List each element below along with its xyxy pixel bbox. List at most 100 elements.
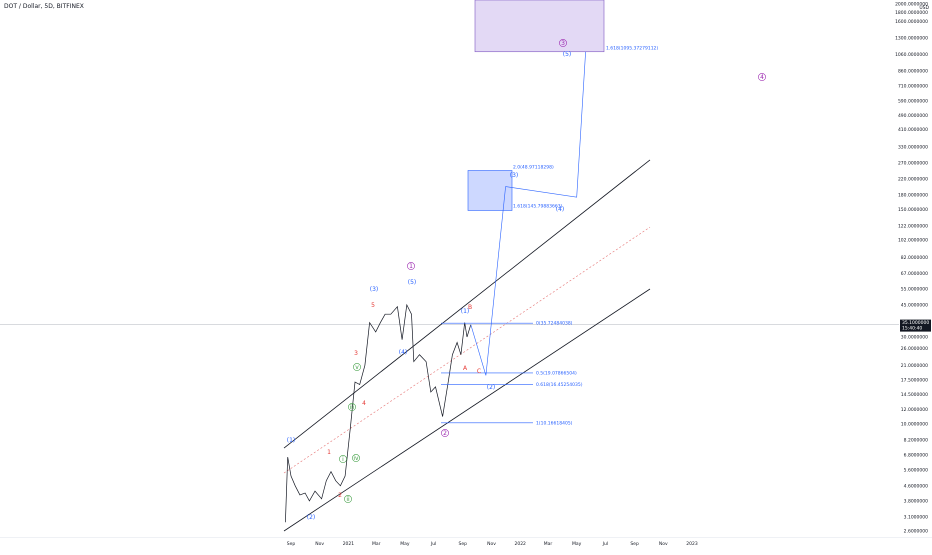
y-tick-label: 1060.0000000: [895, 52, 928, 58]
wave-label-g4: iv: [353, 455, 359, 462]
x-tick-label: 2021: [343, 541, 355, 547]
wave-label-g4-circle: [352, 454, 360, 462]
wave-label-p2b: (2): [487, 384, 496, 391]
wave-label-g5-circle: [353, 363, 361, 371]
wave-label-p3: (3): [370, 286, 379, 293]
y-tick-label: 30.0000000: [901, 335, 928, 341]
channel-upper-line: [283, 159, 651, 449]
channel-mid-line: [283, 226, 651, 474]
y-tick-label: 3.1000000: [904, 515, 928, 521]
x-tick-label: Sep: [630, 541, 639, 547]
box-label-top: 2.0(48.97118298): [513, 165, 554, 171]
y-tick-label: 4.6000000: [904, 483, 928, 489]
wave-label-p4: (4): [399, 349, 408, 356]
y-tick-label: 122.0000000: [898, 223, 928, 229]
y-tick-label: 6.8000000: [904, 452, 928, 458]
x-tick-label: May: [572, 541, 582, 547]
wave-label-C: C: [477, 368, 481, 375]
y-tick-label: 82.0000000: [901, 255, 928, 261]
y-tick-label: 220.0000000: [898, 177, 928, 183]
wave-label-c2: 2: [443, 430, 447, 437]
wave-label-g3-circle: [348, 403, 356, 411]
channel-lower-line: [283, 288, 651, 532]
wave-label-c3-circle: [559, 39, 567, 47]
wave-label-c1-circle: [407, 262, 415, 270]
wave-label-B: B: [468, 304, 472, 311]
wave-label-c1: 1: [409, 263, 413, 270]
wave-label-g2: ii: [346, 496, 350, 503]
y-tick-label: 17.5000000: [901, 377, 928, 383]
target-box-label: 1.618(1095.37279112): [606, 46, 658, 52]
y-tick-label: 12.0000000: [901, 407, 928, 413]
wave-label-g3: iii: [349, 404, 354, 411]
price-axis-bg: [899, 0, 932, 550]
y-tick-label: 10.0000000: [901, 422, 928, 428]
projection-path: [470, 51, 586, 376]
y-tick-label: 45.0000000: [901, 302, 928, 308]
y-tick-label: 180.0000000: [898, 192, 928, 198]
target-box-purple: [474, 0, 605, 53]
y-tick-label: 67.0000000: [901, 271, 928, 277]
wave-label-c4-circle: [758, 73, 766, 81]
target-box-blue: [467, 170, 513, 211]
wave-label-p1: (1): [287, 437, 296, 444]
x-tick-label: Jul: [430, 541, 436, 547]
fib-1-label: 1(10.16618405): [536, 420, 573, 426]
box-label-bottom: 1.618(145.79883663): [513, 203, 563, 209]
wave-label-r5: 5: [371, 302, 375, 309]
x-tick-label: Nov: [659, 541, 668, 547]
wave-label-c3: 3: [561, 40, 565, 47]
wave-label-g2-circle: [344, 495, 352, 503]
wave-label-p5: (5): [408, 279, 417, 286]
fib-0618-label: 0.618(16.45254035): [536, 382, 583, 388]
wave-label-c2-circle: [441, 429, 449, 437]
wave-label-p5b: (5): [563, 51, 572, 58]
wave-label-p1b: (1): [461, 308, 470, 315]
y-tick-label: 150.0000000: [898, 207, 928, 213]
y-tick-label: 21.0000000: [901, 363, 928, 369]
y-tick-label: 410.0000000: [898, 127, 928, 133]
y-tick-label: 1800.0000000: [895, 10, 928, 16]
y-tick-label: 710.0000000: [898, 84, 928, 90]
y-tick-label: 330.0000000: [898, 144, 928, 150]
y-tick-label: 3.8000000: [904, 498, 928, 504]
wave-label-A: A: [463, 365, 468, 372]
wave-label-r3: 3: [354, 350, 358, 357]
wave-label-c4: 4: [760, 74, 764, 81]
wave-label-p4b: (4): [556, 206, 565, 213]
x-tick-label: Mar: [544, 541, 553, 547]
last-price-tag: [900, 319, 931, 332]
wave-label-r1: 1: [327, 449, 331, 456]
wave-label-g1: i: [342, 456, 344, 463]
y-tick-label: 490.0000000: [898, 113, 928, 119]
x-tick-label: Nov: [315, 541, 324, 547]
x-tick-label: Nov: [487, 541, 496, 547]
wave-label-p2: (2): [307, 514, 316, 521]
y-tick-label: 2000.0000000: [895, 2, 928, 8]
price-series-line: [285, 303, 472, 523]
wave-label-g1-circle: [339, 455, 347, 463]
y-tick-label: 1300.0000000: [895, 36, 928, 42]
y-tick-label: 102.0000000: [898, 238, 928, 244]
y-tick-label: 8.2000000: [904, 437, 928, 443]
chart-title: DOT / Dollar, 5D, BITFINEX: [4, 3, 84, 10]
wave-label-r2: 2: [338, 492, 342, 499]
wave-label-r4: 4: [362, 400, 366, 407]
x-tick-label: Jul: [602, 541, 608, 547]
x-tick-label: Sep: [287, 541, 296, 547]
y-tick-label: 55.0000000: [901, 286, 928, 292]
y-tick-label: 860.0000000: [898, 68, 928, 74]
y-tick-label: 270.0000000: [898, 160, 928, 166]
last-price-time: 15:40:40: [902, 326, 922, 332]
wave-label-g5: v: [355, 364, 359, 371]
fib-0-label: 0(35.72484038): [536, 321, 573, 327]
y-tick-label: 1600.0000000: [895, 19, 928, 25]
y-tick-label: 5.6000000: [904, 468, 928, 474]
currency-label: USD: [919, 5, 929, 11]
y-tick-label: 590.0000000: [898, 98, 928, 104]
y-tick-label: 26.0000000: [901, 346, 928, 352]
x-tick-label: May: [400, 541, 410, 547]
x-tick-label: 2023: [686, 541, 698, 547]
